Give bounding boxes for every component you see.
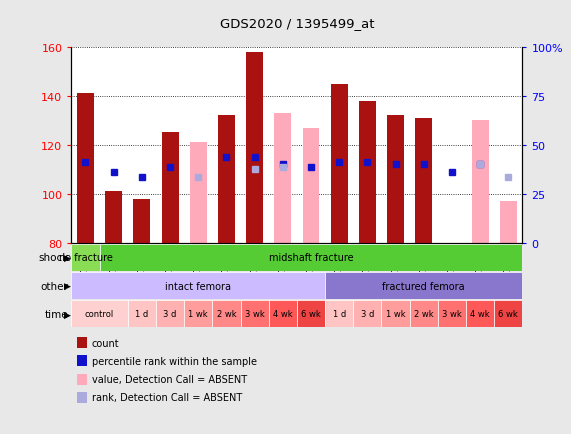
- Text: ▶: ▶: [64, 253, 71, 262]
- Bar: [218, 116, 235, 243]
- Bar: [240, 301, 269, 328]
- Bar: [438, 301, 466, 328]
- Text: 6 wk: 6 wk: [301, 310, 321, 319]
- Bar: [500, 201, 517, 243]
- Text: 3 wk: 3 wk: [442, 310, 462, 319]
- Bar: [71, 244, 99, 271]
- Text: 2 wk: 2 wk: [414, 310, 433, 319]
- Bar: [162, 133, 179, 243]
- Bar: [71, 301, 128, 328]
- Bar: [71, 273, 325, 299]
- Bar: [269, 301, 297, 328]
- Text: 2 wk: 2 wk: [216, 310, 236, 319]
- Text: 1 wk: 1 wk: [386, 310, 405, 319]
- Bar: [156, 301, 184, 328]
- Bar: [410, 301, 438, 328]
- Bar: [128, 301, 156, 328]
- Bar: [472, 121, 489, 243]
- Text: 3 d: 3 d: [361, 310, 374, 319]
- Bar: [246, 158, 263, 243]
- Text: 4 wk: 4 wk: [471, 310, 490, 319]
- Text: rank, Detection Call = ABSENT: rank, Detection Call = ABSENT: [92, 393, 242, 402]
- Text: 4 wk: 4 wk: [273, 310, 292, 319]
- Bar: [494, 301, 522, 328]
- Bar: [212, 301, 240, 328]
- Bar: [353, 301, 381, 328]
- Bar: [466, 301, 494, 328]
- Bar: [415, 118, 432, 243]
- Text: intact femora: intact femora: [165, 281, 231, 291]
- Bar: [387, 116, 404, 243]
- Text: 3 wk: 3 wk: [245, 310, 264, 319]
- Text: fractured femora: fractured femora: [383, 281, 465, 291]
- Bar: [325, 301, 353, 328]
- Bar: [381, 301, 410, 328]
- Text: time: time: [45, 309, 69, 319]
- Text: ▶: ▶: [64, 310, 71, 319]
- Bar: [134, 199, 150, 243]
- Text: 1 wk: 1 wk: [188, 310, 208, 319]
- Bar: [274, 114, 291, 243]
- Text: 3 d: 3 d: [163, 310, 177, 319]
- Text: control: control: [85, 310, 114, 319]
- Text: shock: shock: [38, 253, 69, 263]
- Text: ▶: ▶: [64, 282, 71, 290]
- Text: value, Detection Call = ABSENT: value, Detection Call = ABSENT: [92, 375, 247, 384]
- Text: midshaft fracture: midshaft fracture: [269, 253, 353, 263]
- Text: count: count: [92, 338, 119, 348]
- Bar: [77, 94, 94, 243]
- Text: 1 d: 1 d: [135, 310, 148, 319]
- Text: other: other: [41, 281, 69, 291]
- Text: 6 wk: 6 wk: [498, 310, 518, 319]
- Bar: [331, 84, 348, 243]
- Text: no fracture: no fracture: [59, 253, 112, 263]
- Bar: [359, 102, 376, 243]
- Text: percentile rank within the sample: percentile rank within the sample: [92, 356, 257, 366]
- Bar: [190, 143, 207, 243]
- Bar: [218, 162, 235, 243]
- Bar: [303, 128, 320, 243]
- Bar: [184, 301, 212, 328]
- Text: GDS2020 / 1395499_at: GDS2020 / 1395499_at: [220, 17, 374, 30]
- Text: 1 d: 1 d: [332, 310, 346, 319]
- Bar: [297, 301, 325, 328]
- Bar: [325, 273, 522, 299]
- Bar: [105, 192, 122, 243]
- Bar: [246, 53, 263, 243]
